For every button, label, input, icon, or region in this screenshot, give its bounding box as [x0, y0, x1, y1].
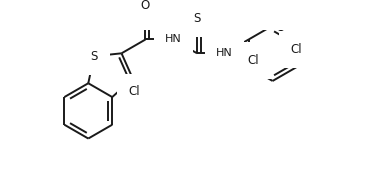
Text: Cl: Cl	[248, 54, 259, 67]
Text: Cl: Cl	[129, 85, 140, 98]
Text: S: S	[90, 50, 98, 63]
Text: Cl: Cl	[291, 43, 302, 56]
Text: S: S	[193, 12, 201, 26]
Text: HN: HN	[216, 48, 233, 58]
Text: HN: HN	[165, 35, 181, 45]
Text: O: O	[141, 0, 150, 12]
